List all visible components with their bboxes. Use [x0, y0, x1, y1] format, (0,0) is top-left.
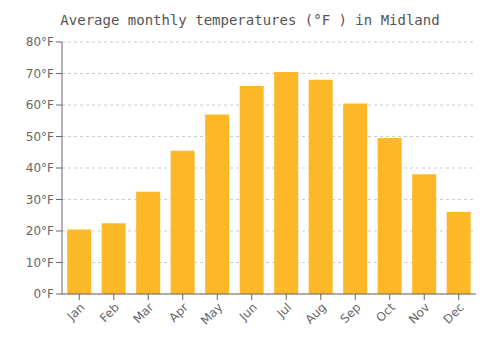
- svg-text:60°F: 60°F: [26, 98, 54, 112]
- svg-text:Sep: Sep: [337, 300, 363, 326]
- svg-text:Jul: Jul: [274, 300, 295, 321]
- svg-text:Jan: Jan: [64, 300, 88, 324]
- svg-text:30°F: 30°F: [26, 193, 54, 207]
- svg-text:Aug: Aug: [302, 300, 328, 326]
- svg-text:Apr: Apr: [166, 300, 191, 325]
- svg-text:10°F: 10°F: [26, 256, 54, 270]
- html-text:Average monthly temperatures (: Average monthly temperatures (°F ) in Mi…: [60, 12, 440, 28]
- svg-text:20°F: 20°F: [26, 224, 54, 238]
- svg-text:80°F: 80°F: [26, 35, 54, 49]
- svg-text:0°F: 0°F: [33, 287, 54, 301]
- svg-text:Nov: Nov: [406, 300, 432, 326]
- svg-text:Oct: Oct: [373, 300, 398, 325]
- svg-text:40°F: 40°F: [26, 161, 54, 175]
- svg-text:Jun: Jun: [236, 300, 260, 324]
- svg-text:70°F: 70°F: [26, 67, 54, 81]
- svg-text:May: May: [198, 300, 225, 327]
- svg-text:Feb: Feb: [97, 300, 122, 325]
- svg-text:Dec: Dec: [441, 300, 467, 326]
- svg-text:Mar: Mar: [130, 300, 156, 326]
- svg-text:50°F: 50°F: [26, 130, 54, 144]
